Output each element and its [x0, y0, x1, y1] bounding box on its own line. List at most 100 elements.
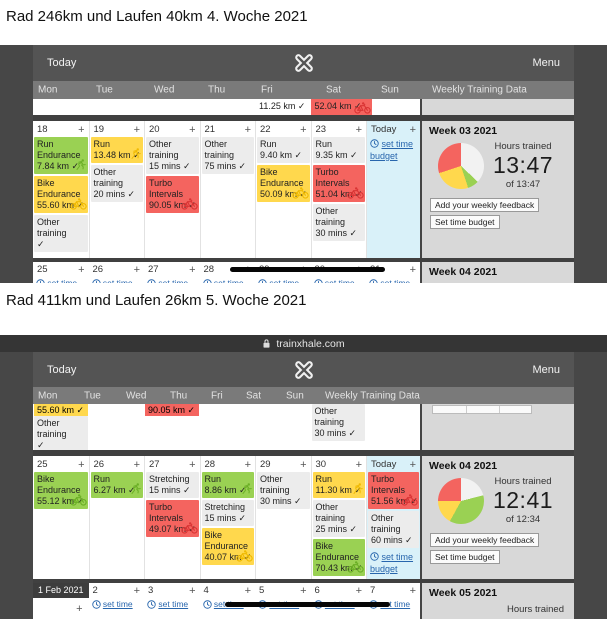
- bike-icon: [401, 494, 418, 506]
- add-workout-button[interactable]: +: [355, 123, 362, 136]
- clock-icon: [36, 278, 45, 283]
- set-time-budget-button[interactable]: Set time budget: [430, 550, 500, 564]
- workout-card[interactable]: Bike Endurance 55.12 km ✓: [34, 472, 88, 509]
- clock-icon: [202, 599, 212, 611]
- workout-card[interactable]: Stretching 15 mins ✓: [201, 500, 254, 526]
- workout-card[interactable]: Run 8.86 km ✓: [201, 472, 254, 498]
- day-number: 18: [37, 124, 48, 135]
- set-time-link-text: set time: [158, 278, 189, 283]
- menu-button[interactable]: Menu: [532, 57, 560, 69]
- card-text-line: Intervals: [315, 178, 350, 188]
- workout-card[interactable]: Run 9.40 km ✓: [257, 137, 310, 163]
- add-workout-button[interactable]: +: [76, 603, 83, 615]
- workout-card[interactable]: Other training ✓: [34, 416, 88, 453]
- set-time-budget-link[interactable]: set time budget: [367, 137, 420, 162]
- add-workout-button[interactable]: +: [133, 584, 140, 597]
- card-text-line: 25 mins ✓: [315, 524, 358, 534]
- workout-card[interactable]: Run 13.48 km ✓: [90, 137, 143, 163]
- set-time-budget-link[interactable]: set time budget: [367, 550, 420, 575]
- add-workout-button[interactable]: +: [300, 123, 307, 136]
- workout-card[interactable]: Other training 20 mins ✓: [90, 165, 143, 202]
- workout-card[interactable]: Turbo Intervals 90.05 km ✓: [146, 176, 199, 213]
- workout-card[interactable]: Run 11.30 km ✓: [312, 472, 365, 498]
- add-workout-button[interactable]: +: [409, 458, 416, 471]
- add-workout-button[interactable]: +: [300, 458, 307, 471]
- add-weekly-feedback-button[interactable]: Add your weekly feedback: [430, 198, 540, 212]
- weekly-training-data-header: Weekly Training Data: [432, 84, 527, 96]
- video-progress-line: [225, 602, 390, 607]
- workout-card[interactable]: Other training 60 mins ✓: [368, 511, 419, 548]
- today-button[interactable]: Today: [47, 363, 77, 376]
- card-text-line: 55.12 km ✓: [37, 496, 85, 506]
- today-column-header: Today +: [367, 456, 420, 472]
- workout-card[interactable]: Bike Endurance 70.43 km ✓: [312, 539, 365, 576]
- add-workout-button[interactable]: +: [189, 458, 196, 471]
- set-time-budget-link[interactable]: set time: [202, 278, 244, 283]
- add-workout-button[interactable]: +: [133, 123, 140, 136]
- add-workout-button[interactable]: +: [189, 123, 196, 136]
- card-text-line: Run: [37, 139, 54, 149]
- workout-card[interactable]: Stretching 15 mins ✓: [146, 472, 199, 498]
- day-header-tue: Tue: [84, 390, 101, 401]
- workout-card[interactable]: Other training ✓: [34, 215, 88, 252]
- workout-card[interactable]: Other training 15 mins ✓: [146, 137, 199, 174]
- day-column-fragment: Other training 30 mins ✓: [311, 404, 367, 450]
- today-label: Today: [371, 124, 397, 135]
- week-panel-title: Week 05 2021: [429, 587, 498, 599]
- menu-button[interactable]: Menu: [532, 363, 560, 376]
- set-time-budget-link[interactable]: set time: [147, 599, 188, 611]
- workout-card[interactable]: Other training 30 mins ✓: [312, 204, 365, 241]
- date-badge: 1 Feb 2021: [33, 583, 89, 598]
- add-workout-button[interactable]: +: [78, 263, 85, 276]
- bike-icon: [180, 198, 198, 210]
- video-progress-line: [230, 267, 385, 272]
- distance-fragment: 55.60 km ✓: [34, 404, 88, 416]
- add-workout-button[interactable]: +: [355, 584, 362, 597]
- workout-card[interactable]: Run 9.35 km ✓: [312, 137, 365, 163]
- add-workout-button[interactable]: +: [244, 584, 251, 597]
- set-time-budget-link[interactable]: set time: [91, 278, 133, 283]
- add-workout-button[interactable]: +: [133, 263, 140, 276]
- distance-text: 11.25 km ✓: [259, 101, 306, 111]
- workout-card[interactable]: Other training 25 mins ✓: [312, 500, 365, 537]
- add-workout-button[interactable]: +: [409, 584, 416, 597]
- set-time-budget-link[interactable]: set time: [313, 278, 355, 283]
- set-time-budget-link[interactable]: set time: [369, 278, 410, 283]
- workout-card[interactable]: Other training 30 mins ✓: [257, 472, 310, 509]
- workout-card[interactable]: Run 6.27 km ✓: [90, 472, 143, 498]
- add-workout-button[interactable]: +: [189, 263, 196, 276]
- add-workout-button[interactable]: +: [189, 584, 196, 597]
- card-text-line: 40.07 km ✓: [204, 552, 252, 562]
- workout-card[interactable]: Bike Endurance 55.60 km ✓: [34, 176, 88, 213]
- workout-card[interactable]: Turbo Intervals 51.56 km ✓: [368, 472, 419, 509]
- day-number: 4: [203, 585, 209, 596]
- add-workout-button[interactable]: +: [409, 263, 416, 276]
- add-weekly-feedback-button[interactable]: Add your weekly feedback: [430, 533, 540, 547]
- add-workout-button[interactable]: +: [409, 123, 416, 136]
- workout-card[interactable]: Bike Endurance 50.09 km ✓: [257, 165, 310, 202]
- workout-card[interactable]: Other training 30 mins ✓: [311, 404, 365, 441]
- set-time-budget-button[interactable]: Set time budget: [430, 215, 500, 229]
- set-time-budget-link[interactable]: set time: [36, 278, 77, 283]
- add-workout-button[interactable]: +: [133, 458, 140, 471]
- card-text-line: 30 mins ✓: [314, 428, 357, 438]
- workout-card[interactable]: Bike Endurance 40.07 km ✓: [201, 528, 254, 565]
- set-time-budget-link[interactable]: set time: [91, 599, 133, 611]
- add-workout-button[interactable]: +: [244, 458, 251, 471]
- workout-card[interactable]: Turbo Intervals 51.04 km ✓: [312, 165, 365, 202]
- workout-card[interactable]: Turbo Intervals 49.07 km ✓: [146, 500, 199, 537]
- day-header-fri: Fri: [261, 84, 273, 96]
- add-workout-button[interactable]: +: [78, 123, 85, 136]
- url-text: trainxhale.com: [276, 337, 345, 350]
- add-workout-button[interactable]: +: [300, 584, 307, 597]
- add-workout-button[interactable]: +: [355, 458, 362, 471]
- workout-card[interactable]: Other training 75 mins ✓: [201, 137, 254, 174]
- add-workout-button[interactable]: +: [244, 123, 251, 136]
- set-time-budget-link[interactable]: set time: [147, 278, 188, 283]
- today-button[interactable]: Today: [47, 57, 77, 69]
- add-workout-button[interactable]: +: [78, 458, 85, 471]
- card-text-line: Other: [314, 406, 338, 416]
- week-04-row: 30 + Run 11.30 km ✓ Other training 25 mins ✓ Bi…: [33, 456, 574, 579]
- workout-card[interactable]: Run Endurance 7.84 km ✓: [34, 137, 88, 174]
- set-time-budget-link[interactable]: set time: [258, 278, 299, 283]
